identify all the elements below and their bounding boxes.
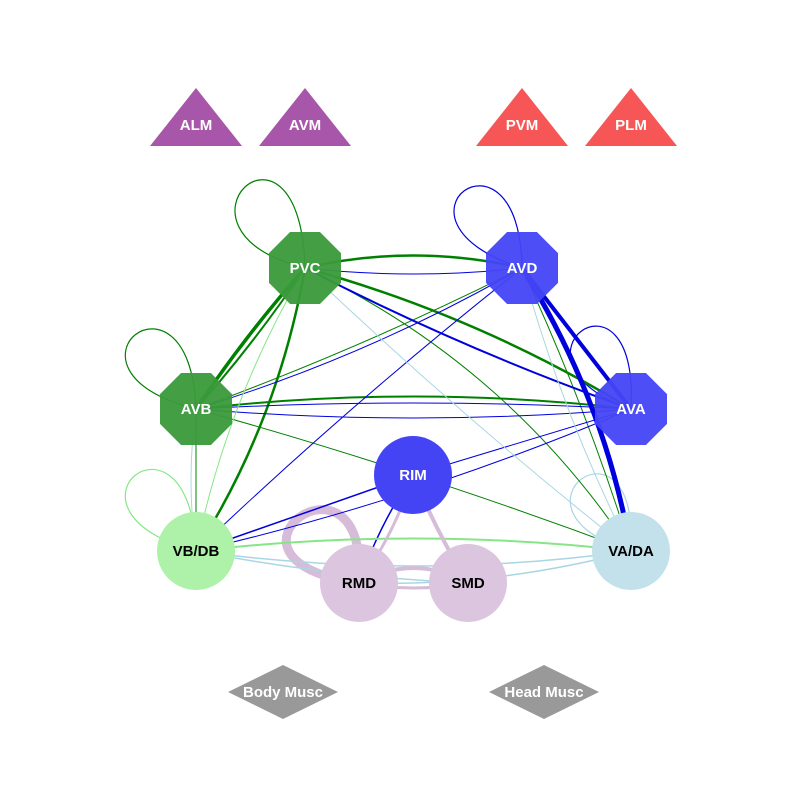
node-vada-circle <box>592 512 670 590</box>
node-smd-circle <box>429 544 507 622</box>
node-pvc-label: PVC <box>290 260 321 277</box>
node-vbdb-circle <box>157 512 235 590</box>
edge-AVB-AVA <box>195 395 632 410</box>
self-loop-AVA <box>569 325 632 410</box>
node-plm[interactable]: PLM <box>585 88 677 146</box>
node-vada-label: VA/DA <box>608 543 654 560</box>
node-avm-triangle <box>259 88 351 146</box>
node-plm-triangle <box>585 88 677 146</box>
node-avm[interactable]: AVM <box>259 88 351 146</box>
node-bodymusc-label: Body Musc <box>243 684 323 701</box>
node-vbdb-label: VB/DB <box>173 543 220 560</box>
edge-VBDB-VADA <box>195 550 632 567</box>
node-smd-label: SMD <box>451 575 485 592</box>
node-avd[interactable]: AVD <box>486 232 558 304</box>
node-avm-label: AVM <box>289 117 321 134</box>
node-avd-label: AVD <box>507 260 538 277</box>
node-avb-label: AVB <box>181 401 212 418</box>
self-loop-AVD <box>453 185 523 269</box>
node-rmd-label: RMD <box>342 575 376 592</box>
node-avd-octagon <box>486 232 558 304</box>
self-loop-PVC <box>234 179 306 269</box>
node-rim-circle <box>374 436 452 514</box>
node-pvm-label: PVM <box>506 117 539 134</box>
node-vbdb[interactable]: VB/DB <box>157 512 235 590</box>
node-alm-triangle <box>150 88 242 146</box>
node-plm-label: PLM <box>615 117 647 134</box>
node-rmd-circle <box>320 544 398 622</box>
edge-AVA-AVB <box>195 408 632 419</box>
node-pvm[interactable]: PVM <box>476 88 568 146</box>
edge-AVD-VBDB <box>195 267 523 552</box>
edge-AVA-AVB <box>195 402 632 410</box>
edge-AVB-AVD <box>195 267 523 410</box>
edge-AVD-VADA <box>519 266 634 552</box>
edge-PVC-AVA <box>304 266 632 411</box>
node-avb[interactable]: AVB <box>160 373 232 445</box>
node-bodymusc-diamond <box>228 665 338 719</box>
node-alm[interactable]: ALM <box>150 88 242 146</box>
edge-AVD-VADA <box>521 267 632 552</box>
self-loop-VBDB <box>124 468 197 552</box>
edge-AVD-AVB <box>195 267 523 410</box>
edge-PVC-VADA <box>304 267 632 552</box>
node-pvc-octagon <box>269 232 341 304</box>
node-rmd[interactable]: RMD <box>320 544 398 622</box>
node-headmusc[interactable]: Head Musc <box>489 665 599 719</box>
node-rim-label: RIM <box>399 467 427 484</box>
edge-PVC-VBDB <box>194 267 307 552</box>
node-headmusc-label: Head Musc <box>504 684 583 701</box>
node-ava-octagon <box>595 373 667 445</box>
node-ava[interactable]: AVA <box>595 373 667 445</box>
edge-VBDB-VADA <box>195 537 632 552</box>
node-rim[interactable]: RIM <box>374 436 452 514</box>
node-pvm-triangle <box>476 88 568 146</box>
node-alm-label: ALM <box>180 117 213 134</box>
nodes-layer: ALM AVM PVM PLM PVC AVD AVB AVA RIM VB/DB RMD SMD VA… <box>150 88 677 719</box>
node-pvc[interactable]: PVC <box>269 232 341 304</box>
node-headmusc-diamond <box>489 665 599 719</box>
edge-AVD-VADA <box>521 267 632 552</box>
node-vada[interactable]: VA/DA <box>592 512 670 590</box>
self-loop-VADA <box>569 473 632 552</box>
node-bodymusc[interactable]: Body Musc <box>228 665 338 719</box>
self-loop-RMD <box>281 505 364 588</box>
node-smd[interactable]: SMD <box>429 544 507 622</box>
edge-PVC-VBDB <box>195 267 306 552</box>
self-loop-AVB <box>124 328 197 410</box>
node-avb-octagon <box>160 373 232 445</box>
node-ava-label: AVA <box>616 401 646 418</box>
